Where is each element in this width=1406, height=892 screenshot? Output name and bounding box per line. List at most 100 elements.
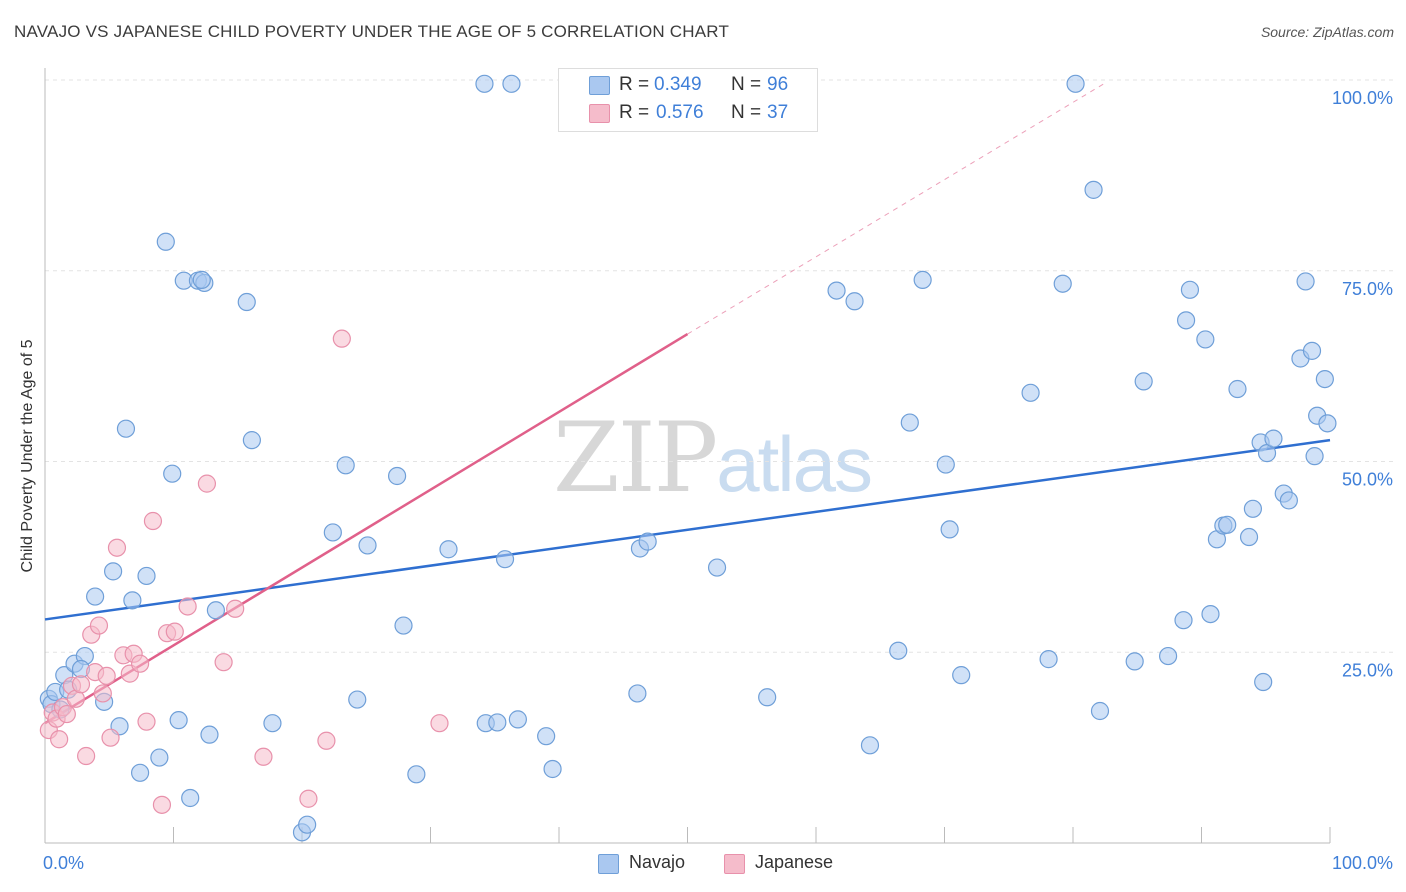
r-value: 0.349 <box>654 74 702 95</box>
x-tick-label-max: 100.0% <box>1332 853 1393 873</box>
n-label: N = <box>731 74 762 95</box>
navajo-point <box>1243 499 1263 518</box>
navajo-point <box>104 562 123 581</box>
navajo-point <box>707 558 727 577</box>
japanese-point <box>50 730 69 749</box>
navajo-point <box>263 714 282 733</box>
navajo-point <box>1134 372 1153 391</box>
japanese-point <box>97 666 116 686</box>
navajo-point <box>1239 527 1259 547</box>
navajo-point <box>913 270 932 290</box>
navajo-point <box>1084 180 1103 199</box>
navajo-point <box>323 523 342 542</box>
navajo-point <box>1039 650 1058 669</box>
japanese-trend-line <box>44 333 689 725</box>
navajo-point <box>1201 604 1220 624</box>
japanese-point <box>165 622 184 641</box>
r-value: 0.576 <box>656 102 704 123</box>
navajo-point <box>358 536 377 555</box>
navajo-swatch <box>589 76 610 95</box>
navajo-point <box>407 765 426 784</box>
navajo-point <box>130 763 150 782</box>
japanese-point <box>93 684 112 703</box>
navajo-point <box>628 684 647 703</box>
navajo-point <box>298 815 317 834</box>
y-tick-label: 100.0% <box>1332 88 1393 108</box>
navajo-point <box>758 688 777 707</box>
navajo-point <box>1254 672 1273 692</box>
japanese-point <box>130 654 150 673</box>
stats-row-navajo: R = 0.349 N = 96 <box>559 72 817 100</box>
japanese-point <box>254 747 273 766</box>
r-label: R = <box>619 102 650 123</box>
x-tick-label-min: 0.0% <box>43 853 84 873</box>
navajo-point <box>827 281 846 300</box>
legend-label-navajo: Navajo <box>629 852 686 872</box>
navajo-trend-line <box>44 438 1331 621</box>
navajo-point <box>387 466 407 486</box>
n-value: 37 <box>767 102 789 123</box>
navajo-point <box>163 464 182 483</box>
navajo-point <box>181 788 200 808</box>
navajo-point <box>845 292 864 311</box>
trend-lines <box>44 83 1331 725</box>
y-tick-label: 50.0% <box>1342 470 1393 490</box>
japanese-point <box>137 712 156 731</box>
zipatlas-watermark: ZIPatlas <box>553 402 873 514</box>
navajo-point <box>150 748 169 767</box>
navajo-point <box>936 455 955 474</box>
source-label: Source: ZipAtlas.com <box>1260 24 1394 40</box>
navajo-point <box>1176 311 1196 330</box>
watermark-zip: ZIP <box>553 402 718 514</box>
navajo-point <box>86 587 105 606</box>
japanese-point <box>152 795 172 814</box>
japanese-point <box>332 329 351 348</box>
navajo-point <box>1180 280 1200 299</box>
navajo-point <box>952 666 971 685</box>
n-value: 96 <box>767 74 789 95</box>
navajo-point <box>1053 274 1072 293</box>
y-tick-label: 75.0% <box>1342 279 1393 299</box>
japanese-point <box>299 789 318 808</box>
navajo-point <box>495 550 515 569</box>
navajo-point <box>394 616 413 635</box>
japanese-trend-extension <box>687 83 1105 335</box>
navajo-point <box>1264 429 1283 448</box>
navajo-point <box>638 532 657 551</box>
navajo-point <box>137 566 156 586</box>
japanese-point <box>214 653 233 672</box>
japanese-point <box>89 616 109 635</box>
navajo-swatch <box>598 854 619 874</box>
navajo-point <box>1305 447 1324 466</box>
navajo-point <box>206 601 226 620</box>
navajo-point <box>1066 74 1085 93</box>
japanese-point <box>143 511 163 531</box>
japanese-point <box>317 731 336 750</box>
navajo-point <box>543 759 562 779</box>
navajo-point <box>1302 341 1322 360</box>
japanese-swatch <box>724 854 745 874</box>
navajo-point <box>900 413 919 432</box>
watermark-atlas: atlas <box>716 420 873 508</box>
correlation-stats-box: R = 0.349 N = 96 R = 0.576 N = 37 <box>558 68 818 132</box>
navajo-point <box>1315 369 1334 389</box>
navajo-point <box>1318 414 1337 433</box>
navajo-point <box>1218 515 1237 534</box>
navajo-point <box>889 641 908 660</box>
navajo-point <box>475 74 494 93</box>
chart-title: NAVAJO VS JAPANESE CHILD POVERTY UNDER T… <box>14 22 730 41</box>
tick-labels: 25.0% 50.0% 75.0% 100.0% 0.0% 100.0% <box>43 88 1393 873</box>
navajo-point <box>169 711 188 730</box>
japanese-point <box>107 538 127 557</box>
navajo-point <box>1174 611 1193 630</box>
navajo-point <box>242 431 261 450</box>
navajo-point <box>116 419 136 438</box>
n-label: N = <box>731 102 762 123</box>
navajo-point <box>860 736 880 755</box>
navajo-point <box>488 713 507 732</box>
navajo-point <box>192 270 211 290</box>
legend: Navajo Japanese <box>0 850 1406 880</box>
japanese-point <box>430 714 449 733</box>
navajo-point <box>1228 379 1247 399</box>
navajo-point <box>237 292 256 312</box>
